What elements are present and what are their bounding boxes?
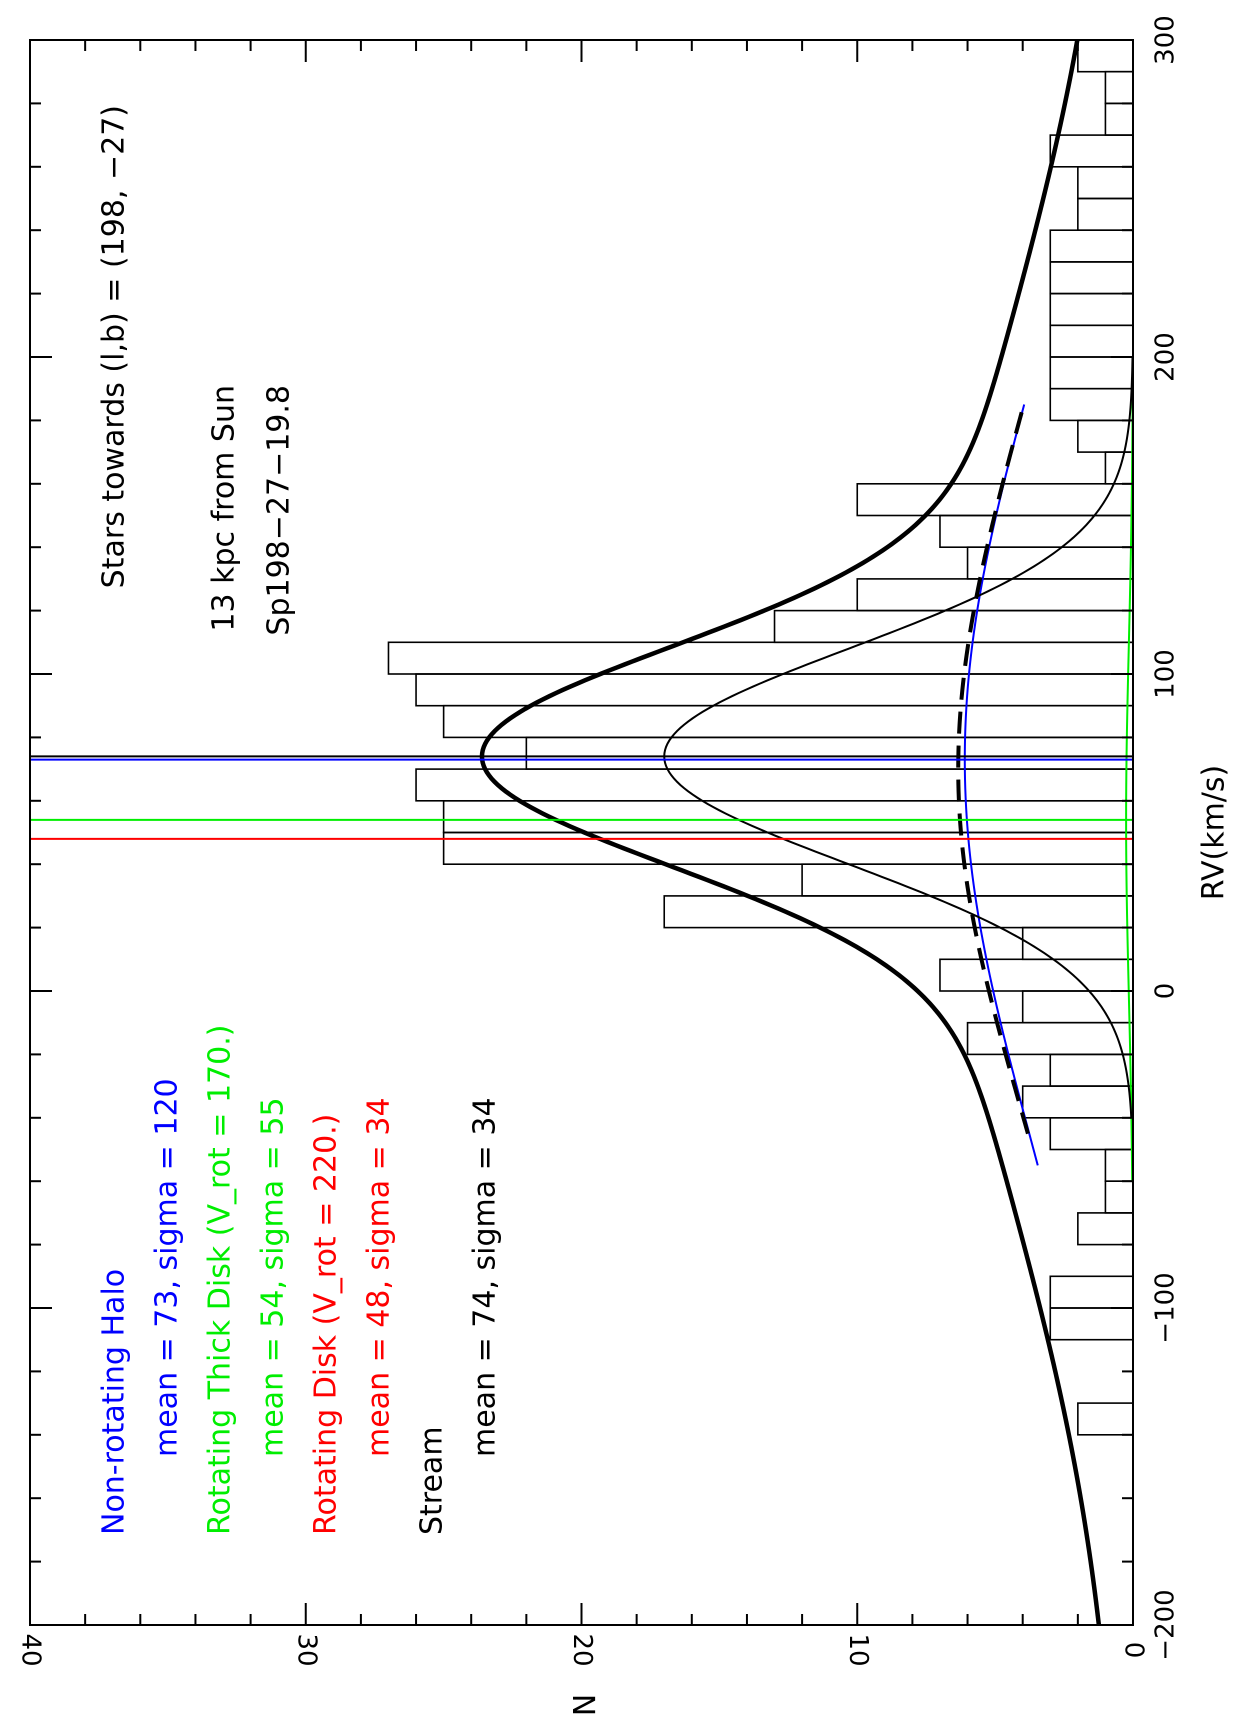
rv-tick-label: 0 [1151,983,1181,1000]
legend-entry: mean = 48, sigma = 34 [362,1097,397,1457]
stream-curve [663,356,1134,1118]
legend-entry: mean = 74, sigma = 34 [468,1097,503,1457]
legend-entry: mean = 54, sigma = 55 [256,1097,291,1457]
annotation-line2: 13 kpc from Sun [207,385,242,632]
n-tick-label: 0 [1119,1642,1149,1659]
thick-disk-curve [1125,356,1134,1182]
legend-entry: Rotating Disk (V_rot = 220.) [309,1114,344,1535]
legend-entry: Non-rotating Halo [97,1269,132,1535]
rv-tick-label: −100 [1151,1272,1181,1343]
rv-axis-label: RV(km/s) [1197,765,1232,900]
n-tick-label: 40 [16,1633,46,1666]
n-tick-label: 20 [567,1633,597,1666]
n-tick-label: 30 [291,1633,321,1666]
legend-entry: Stream [415,1426,450,1535]
legend-entry: Rotating Thick Disk (V_rot = 170.) [203,1025,238,1535]
background-sum-dashed-curve [956,404,1030,1135]
legend-entry: mean = 73, sigma = 120 [150,1078,185,1457]
rv-tick-label: 200 [1151,332,1181,382]
rv-tick-label: −200 [1151,1589,1181,1660]
rv-tick-label: 300 [1151,15,1181,65]
mean-lines [30,755,1133,840]
annotation-line3: Sp198−27−19.8 [262,385,297,636]
annotation-line1: Stars towards (l,b) = (198, −27) [97,105,132,588]
annotations: −200 −100 0 100 200 300 0 10 20 30 40 RV(km/s) N Star… [16,15,1232,1716]
n-axis-label: N [565,1694,600,1716]
rv-tick-label: 100 [1151,649,1181,699]
axes [29,39,1134,1626]
n-tick-label: 10 [843,1633,873,1666]
total-fit-curve [479,39,1102,1626]
